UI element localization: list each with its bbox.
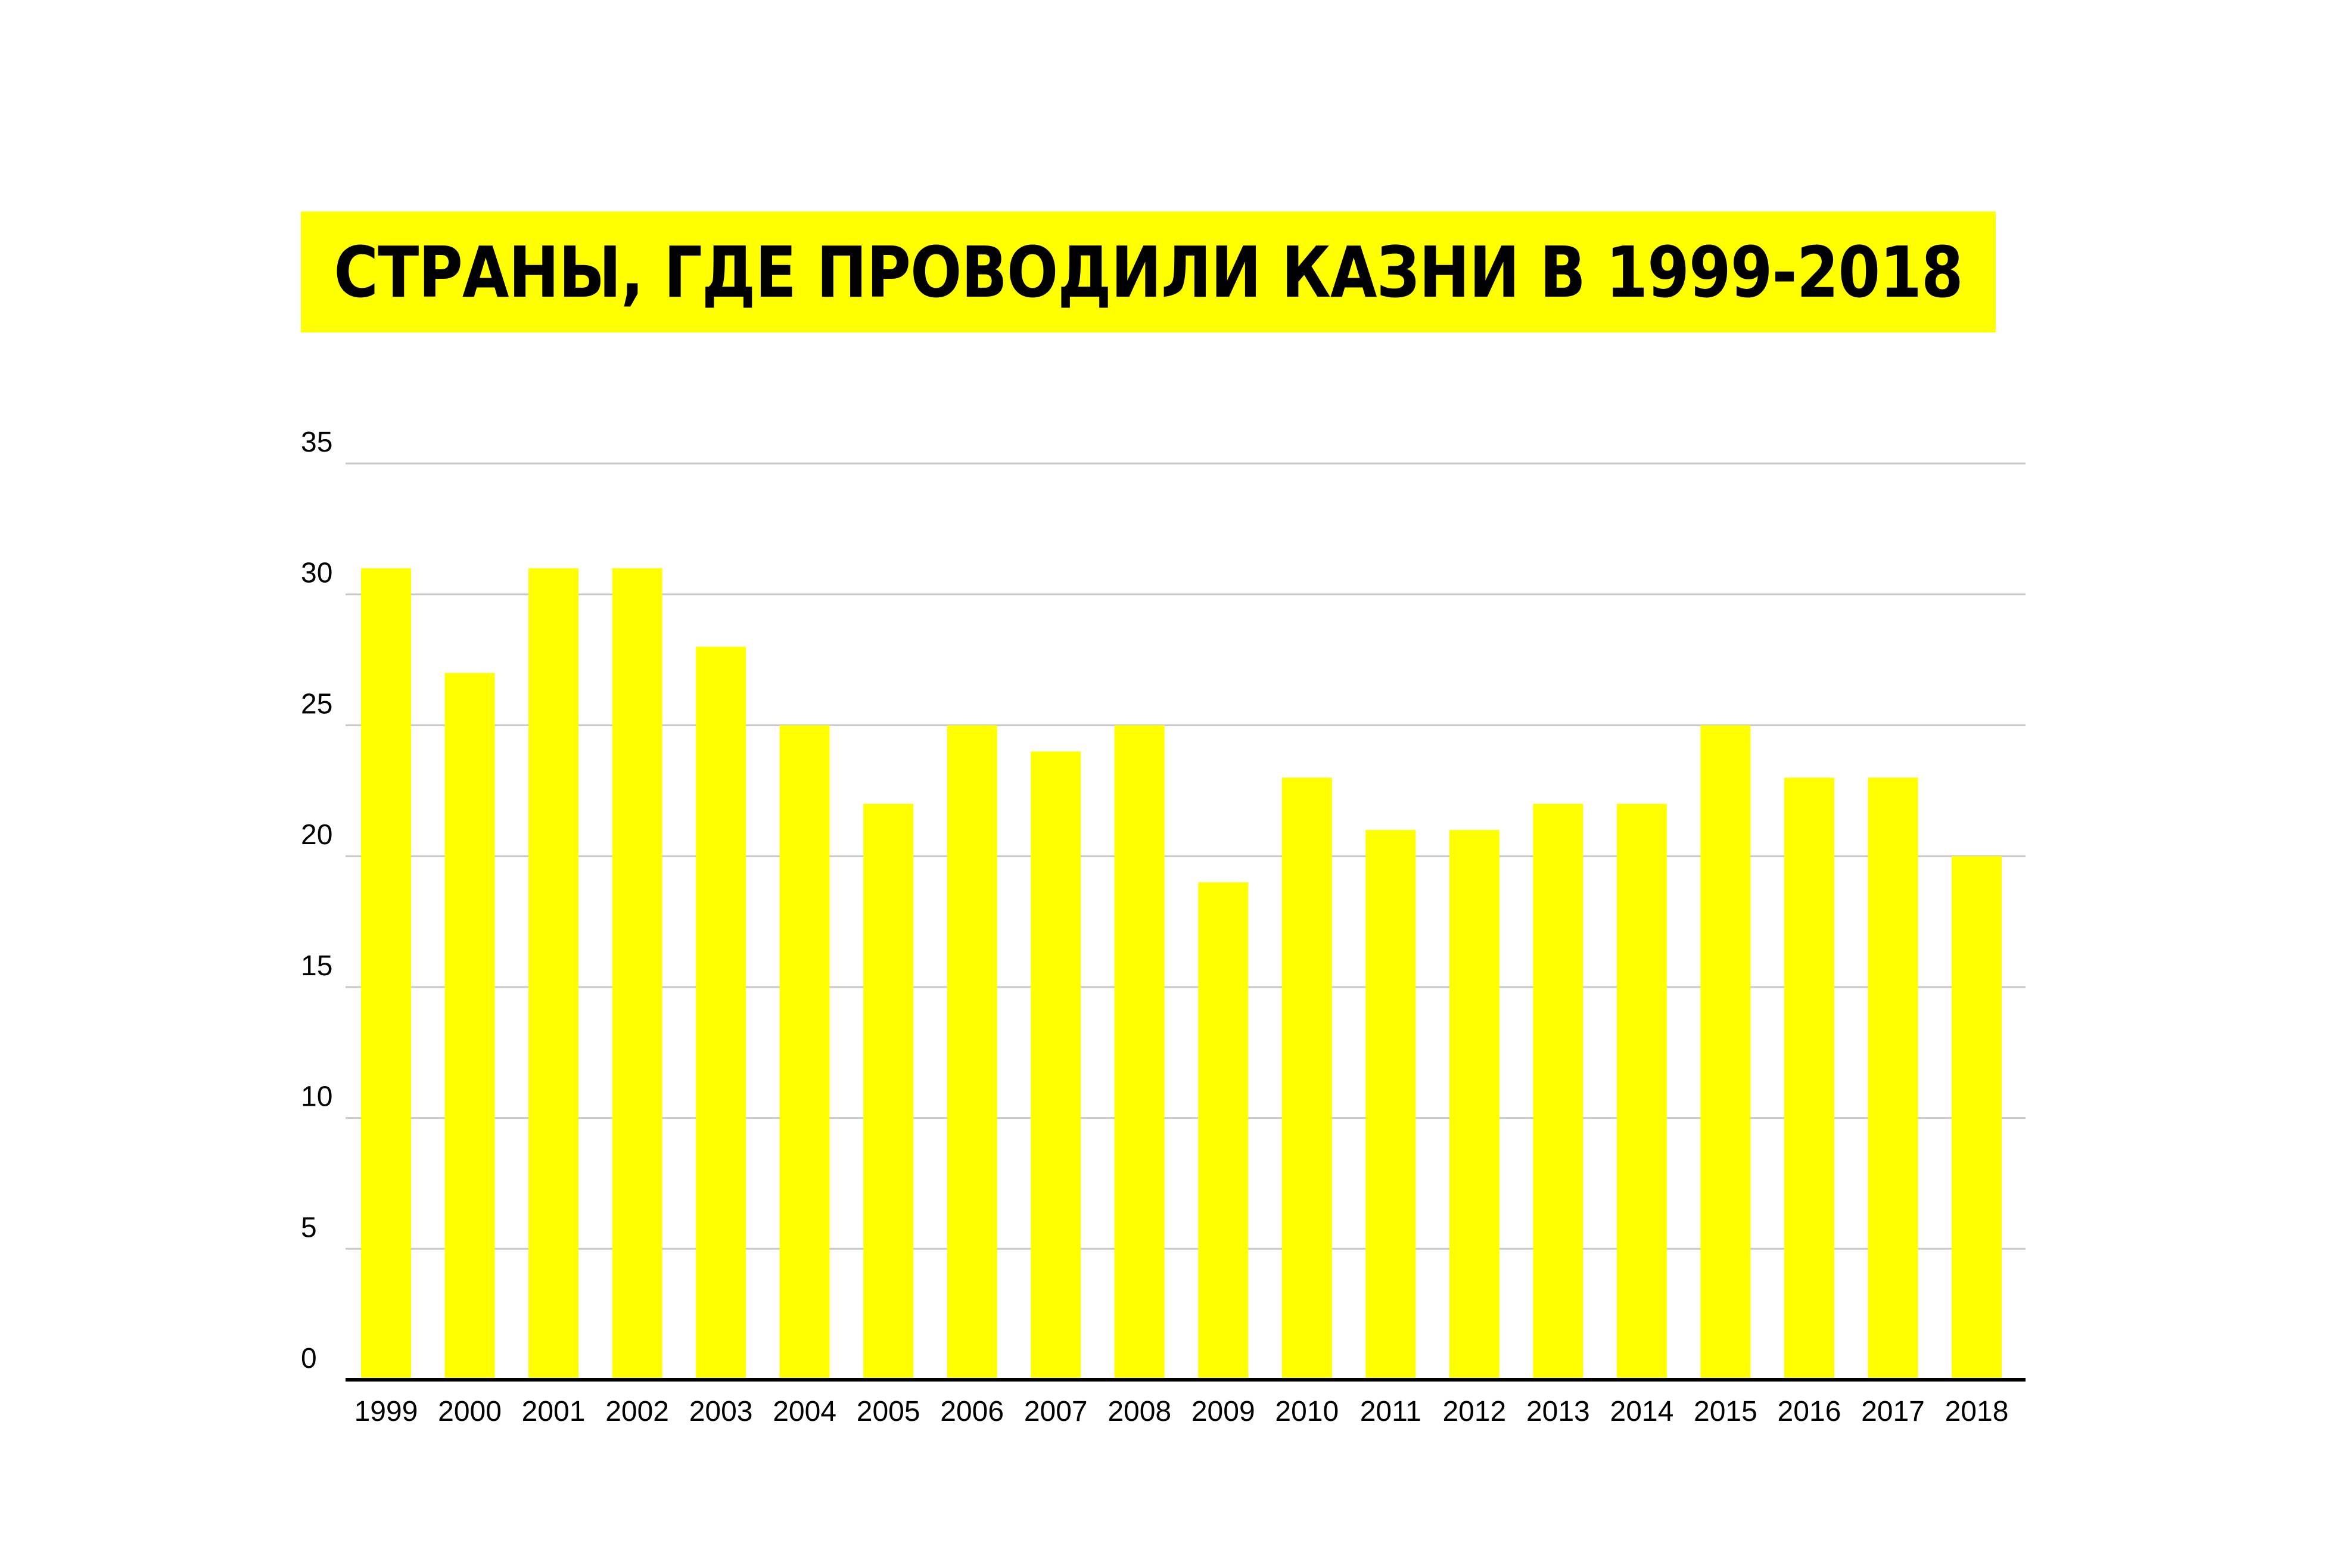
y-tick-label: 10 bbox=[301, 1081, 332, 1113]
x-tick-label: 2004 bbox=[773, 1396, 836, 1427]
bar-2005 bbox=[863, 804, 914, 1380]
bar-2007 bbox=[1031, 751, 1081, 1380]
x-tick-label: 2012 bbox=[1442, 1396, 1506, 1427]
y-tick-label: 5 bbox=[301, 1212, 317, 1243]
bar-2011 bbox=[1365, 830, 1416, 1380]
x-tick-label: 2009 bbox=[1191, 1396, 1255, 1427]
x-tick-label: 2013 bbox=[1526, 1396, 1590, 1427]
x-tick-label: 2016 bbox=[1778, 1396, 1841, 1427]
bar-1999 bbox=[361, 568, 411, 1380]
x-tick-label: 2001 bbox=[522, 1396, 586, 1427]
bar-2012 bbox=[1449, 830, 1499, 1380]
bar-2014 bbox=[1616, 804, 1667, 1380]
x-tick-label: 2010 bbox=[1275, 1396, 1339, 1427]
x-tick-label: 2008 bbox=[1107, 1396, 1171, 1427]
chart-title-banner: СТРАНЫ, ГДЕ ПРОВОДИЛИ КАЗНИ В 1999-2018 bbox=[301, 211, 1996, 332]
x-tick-label: 2003 bbox=[689, 1396, 753, 1427]
bar-2013 bbox=[1533, 804, 1583, 1380]
y-tick-label: 25 bbox=[301, 688, 332, 720]
bar-2015 bbox=[1700, 725, 1751, 1380]
x-tick-label: 2002 bbox=[605, 1396, 669, 1427]
x-tick-label: 2000 bbox=[438, 1396, 502, 1427]
y-tick-label: 30 bbox=[301, 558, 332, 589]
gridlines bbox=[346, 462, 2026, 1250]
x-tick-labels: 1999 2000 2001 2002 2003 2004 2005 2006 2007 2008… bbox=[354, 1396, 2009, 1427]
bar-2006 bbox=[947, 725, 997, 1380]
bar-2017 bbox=[1868, 777, 1918, 1380]
y-tick-label: 20 bbox=[301, 819, 332, 851]
x-tick-label: 2014 bbox=[1610, 1396, 1674, 1427]
x-tick-label: 2011 bbox=[1360, 1396, 1421, 1427]
bar-2003 bbox=[696, 646, 746, 1380]
bar-2004 bbox=[779, 725, 830, 1380]
bar-2009 bbox=[1198, 882, 1249, 1380]
bar-2016 bbox=[1784, 777, 1834, 1380]
bar-2000 bbox=[444, 673, 495, 1380]
x-tick-label: 2006 bbox=[940, 1396, 1004, 1427]
x-tick-label: 2015 bbox=[1694, 1396, 1757, 1427]
x-tick-label: 2018 bbox=[1945, 1396, 2009, 1427]
bars bbox=[361, 568, 2002, 1380]
y-tick-labels: 0 5 10 15 20 25 30 35 bbox=[301, 427, 332, 1374]
bar-2001 bbox=[528, 568, 579, 1380]
x-tick-label: 2017 bbox=[1861, 1396, 1925, 1427]
bar-2010 bbox=[1281, 777, 1332, 1380]
bar-2002 bbox=[612, 568, 662, 1380]
bar-2018 bbox=[1952, 856, 2002, 1380]
bar-2008 bbox=[1114, 725, 1165, 1380]
y-tick-label: 15 bbox=[301, 950, 332, 982]
chart-title: СТРАНЫ, ГДЕ ПРОВОДИЛИ КАЗНИ В 1999-2018 bbox=[334, 231, 1963, 313]
y-tick-label: 0 bbox=[301, 1343, 317, 1374]
y-tick-label: 35 bbox=[301, 427, 332, 458]
x-tick-label: 2007 bbox=[1024, 1396, 1088, 1427]
x-tick-label: 2005 bbox=[857, 1396, 920, 1427]
x-tick-label: 1999 bbox=[354, 1396, 418, 1427]
